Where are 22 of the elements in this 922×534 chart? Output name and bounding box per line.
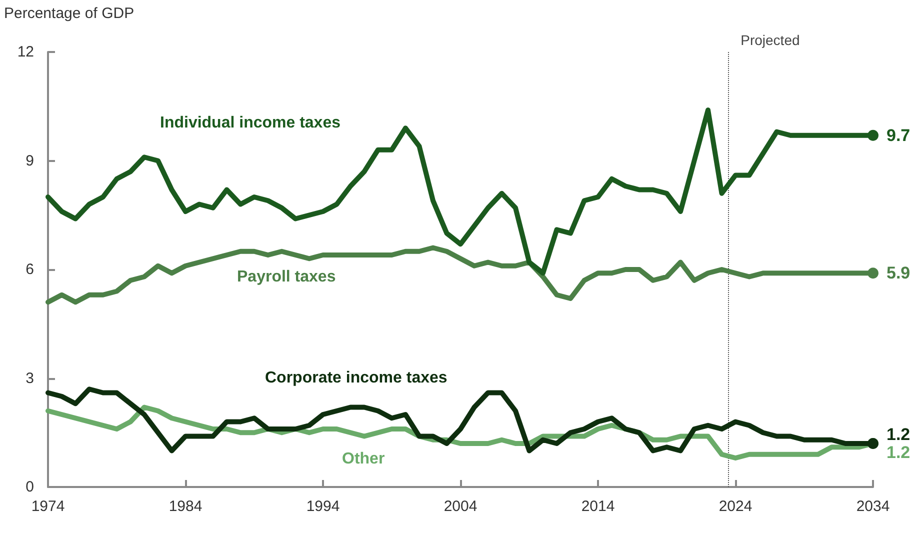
series-label: Corporate income taxes	[265, 370, 448, 386]
y-tick-label: 3	[26, 370, 34, 387]
y-axis-title: Percentage of GDP	[4, 5, 134, 22]
x-tick-label: 2004	[444, 498, 478, 515]
ref-line-label: Projected	[740, 32, 800, 48]
series-label: Other	[342, 450, 385, 468]
y-tick-label: 12	[17, 44, 34, 60]
data-label: 9.7	[886, 126, 910, 145]
data-label: 1.2	[886, 425, 910, 444]
y-tick-label: 9	[26, 152, 34, 170]
y-tick-label: 6	[26, 261, 34, 278]
x-tick-label: 2034	[856, 498, 890, 515]
series-label: Individual income taxes	[160, 114, 341, 132]
y-tick-label: 0	[26, 478, 34, 496]
x-tick-label: 1994	[306, 498, 340, 515]
x-tick-label: 2024	[718, 498, 752, 515]
data-label: 5.9	[886, 264, 910, 283]
x-tick-label: 2014	[581, 498, 615, 515]
x-tick-label: 1974	[31, 498, 65, 515]
x-tick-label: 1984	[168, 498, 202, 515]
series-label: Payroll taxes	[237, 268, 336, 286]
data-label: 1.2	[886, 443, 910, 462]
